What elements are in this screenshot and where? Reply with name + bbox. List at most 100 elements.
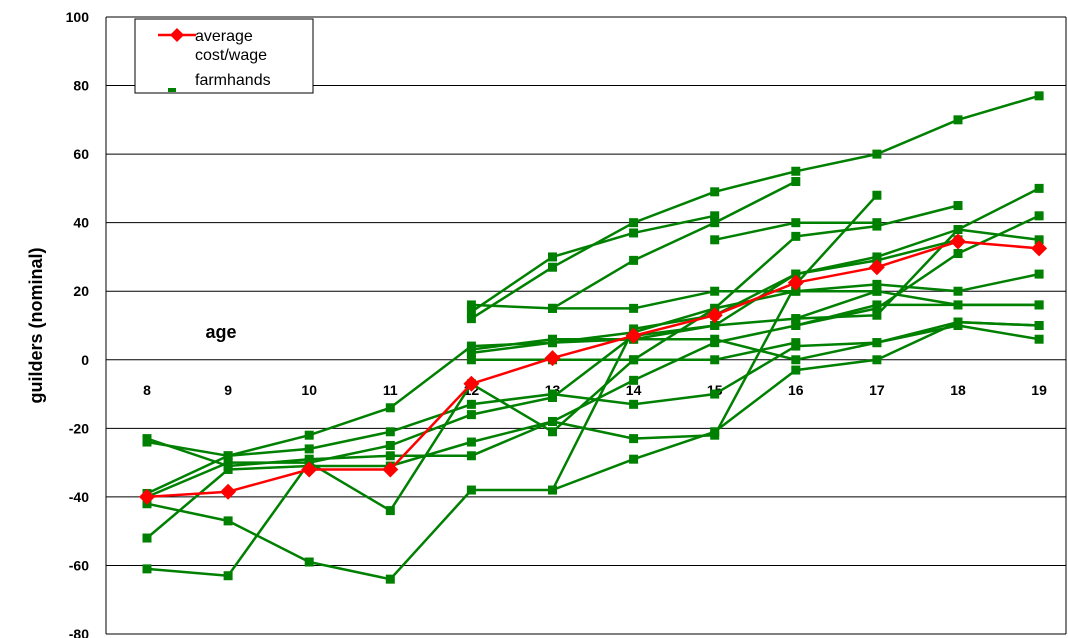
farmhand-point (466, 300, 476, 310)
farmhand-point (791, 338, 801, 348)
farmhand-point (304, 430, 314, 440)
farmhand-point (872, 300, 882, 310)
x-tick-label: 18 (950, 382, 966, 398)
series-farmhand-9 (466, 211, 720, 317)
farmhand-point (953, 317, 963, 327)
farmhand-point (304, 444, 314, 454)
farmhand-point (385, 506, 395, 516)
series-farmhand-8 (466, 91, 1044, 324)
y-tick-label: -60 (69, 557, 89, 573)
farmhand-point (710, 187, 720, 197)
farmhand-line (471, 289, 1040, 310)
farmhand-point (466, 307, 476, 317)
average-point (950, 233, 966, 250)
farmhand-line (146, 228, 1040, 499)
farmhand-point (385, 440, 395, 450)
farmhand-point (1034, 183, 1044, 193)
series-farmhand-16 (791, 300, 1044, 330)
farmhand-point (466, 348, 476, 358)
x-tick-label: 9 (224, 382, 232, 398)
farmhand-point (872, 279, 882, 289)
farmhand-point (548, 252, 557, 262)
farmhand-point (548, 262, 557, 272)
farmhand-point (385, 427, 395, 437)
farmhand-line (795, 303, 1040, 327)
y-axis: -80 -60 -40 -20 0 20 40 60 80 100 (66, 9, 90, 638)
legend-average-marker (170, 28, 184, 42)
x-tick-label: 11 (383, 382, 398, 398)
series-farmhand-15 (548, 317, 1044, 495)
farmhand-point (872, 149, 882, 159)
series-farmhand-13 (548, 177, 801, 313)
farmhand-point (791, 314, 801, 324)
farmhand-point (872, 338, 882, 348)
farmhand-point (791, 218, 801, 228)
farmhand-point (872, 286, 882, 296)
farmhand-point (791, 177, 801, 187)
average-point (868, 259, 885, 276)
series-layer (139, 91, 1048, 584)
y-tick-label: 40 (73, 215, 89, 231)
y-tick-label: -40 (69, 489, 89, 505)
farmhand-point (223, 571, 233, 581)
farmhand-point (953, 201, 963, 211)
x-tick-label: 16 (788, 382, 804, 398)
farmhand-point (629, 399, 639, 409)
farmhand-point (710, 321, 720, 330)
x-tick-label: 14 (626, 382, 642, 398)
farmhand-point (142, 533, 152, 543)
farmhand-point (710, 389, 720, 399)
farmhand-point (466, 437, 476, 447)
farmhand-point (710, 211, 720, 221)
farmhand-point (710, 218, 720, 228)
y-tick-label: 80 (73, 78, 89, 94)
farmhand-point (466, 451, 476, 461)
farmhand-point (629, 454, 639, 464)
y-tick-label: 20 (73, 283, 89, 299)
y-tick-label: -80 (69, 626, 89, 638)
farmhand-point (223, 464, 233, 474)
farmhand-point (872, 190, 882, 200)
farmhand-point (710, 286, 720, 296)
farmhand-point (466, 314, 476, 324)
x-tick-label: 8 (143, 382, 151, 398)
x-axis: 8910111213141516171819 (143, 382, 1047, 398)
average-point (1031, 240, 1048, 257)
farmhand-point (629, 255, 639, 265)
farmhand-point (629, 218, 639, 228)
farmhand-line (146, 194, 878, 539)
farmhand-point (791, 355, 801, 365)
farmhand-point (629, 375, 639, 385)
farmhand-line (551, 180, 797, 310)
farmhand-point (466, 355, 476, 365)
farmhand-line (146, 272, 1040, 458)
farmhand-point (466, 410, 476, 420)
legend-farmhands-marker (168, 88, 176, 92)
average-point (544, 350, 561, 367)
farmhand-point (1034, 300, 1044, 310)
farmhand-point (791, 231, 801, 241)
farmhand-point (548, 485, 557, 495)
farmhand-point (791, 365, 801, 375)
farmhand-point (953, 286, 963, 296)
farmhand-point (791, 321, 801, 330)
farmhand-point (548, 427, 557, 437)
series-average (139, 233, 1048, 505)
farmhand-point (385, 403, 395, 413)
series-farmhand-1 (142, 269, 1044, 461)
farmhand-point (142, 564, 152, 574)
farmhand-point (953, 115, 963, 125)
y-tick-label: 60 (73, 146, 89, 162)
x-tick-label: 10 (301, 382, 317, 398)
average-line (146, 240, 1040, 499)
farmhand-point (953, 225, 963, 235)
farmhand-point (710, 355, 720, 365)
legend-average-label: cost/wage (195, 47, 267, 64)
series-farmhand-14 (710, 218, 882, 245)
farmhand-point (142, 437, 152, 447)
gridlines (105, 16, 1067, 635)
farmhand-point (629, 355, 639, 365)
farmhand-line (470, 94, 1040, 320)
